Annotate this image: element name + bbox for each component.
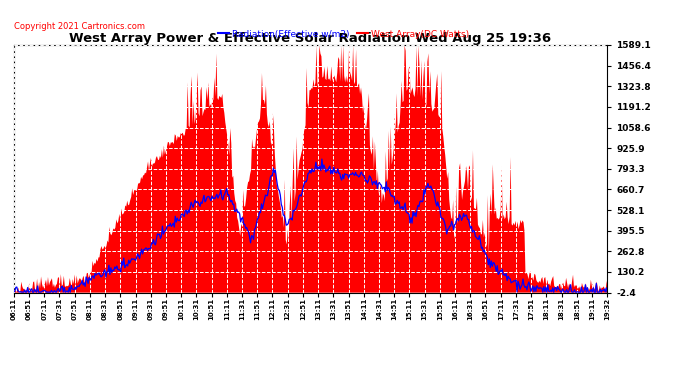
Legend: Radiation(Effective w/m2), West Array(DC Watts): Radiation(Effective w/m2), West Array(DC… [214, 26, 473, 42]
Text: Copyright 2021 Cartronics.com: Copyright 2021 Cartronics.com [14, 22, 145, 32]
Title: West Array Power & Effective Solar Radiation Wed Aug 25 19:36: West Array Power & Effective Solar Radia… [70, 32, 551, 45]
